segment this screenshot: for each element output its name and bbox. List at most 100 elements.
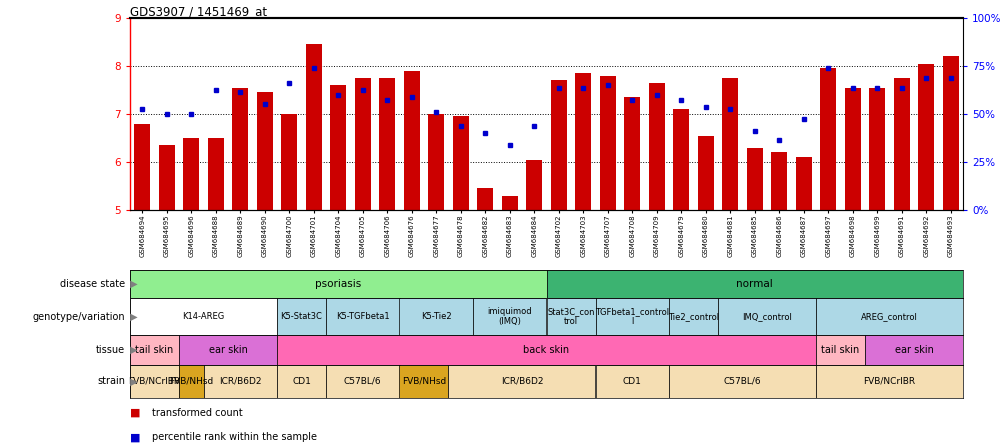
Bar: [232, 87, 247, 210]
Text: C57BL/6: C57BL/6: [344, 377, 381, 386]
Bar: [130, 365, 178, 398]
Bar: [816, 365, 962, 398]
Bar: [816, 298, 962, 335]
Bar: [326, 365, 399, 398]
Text: GDS3907 / 1451469_at: GDS3907 / 1451469_at: [130, 5, 267, 18]
Bar: [203, 365, 277, 398]
Bar: [697, 135, 713, 210]
Bar: [277, 365, 326, 398]
Bar: [717, 298, 816, 335]
Text: back skin: back skin: [523, 345, 569, 355]
Bar: [668, 298, 717, 335]
Bar: [452, 116, 468, 210]
Bar: [668, 365, 816, 398]
Bar: [399, 365, 448, 398]
Text: disease state: disease state: [60, 279, 125, 289]
Bar: [599, 75, 615, 210]
Text: ▶: ▶: [127, 312, 137, 321]
Bar: [746, 147, 762, 210]
Text: ear skin: ear skin: [208, 345, 247, 355]
Bar: [448, 365, 595, 398]
Text: K14-AREG: K14-AREG: [182, 312, 224, 321]
Text: FVB/NHsd: FVB/NHsd: [169, 377, 213, 386]
Bar: [672, 109, 688, 210]
Bar: [595, 365, 668, 398]
Bar: [595, 298, 668, 335]
Bar: [477, 188, 493, 210]
Bar: [281, 114, 297, 210]
Bar: [379, 78, 395, 210]
Text: ■: ■: [130, 408, 140, 418]
Bar: [134, 123, 150, 210]
Text: K5-Tie2: K5-Tie2: [421, 312, 451, 321]
Text: ear skin: ear skin: [894, 345, 933, 355]
Text: TGFbeta1_control
l: TGFbeta1_control l: [594, 307, 668, 326]
Bar: [277, 298, 326, 335]
Bar: [918, 63, 933, 210]
Bar: [546, 298, 595, 335]
Text: genotype/variation: genotype/variation: [32, 312, 125, 321]
Bar: [158, 145, 174, 210]
Text: tissue: tissue: [96, 345, 125, 355]
Bar: [178, 335, 277, 365]
Bar: [623, 97, 639, 210]
Bar: [648, 83, 664, 210]
Bar: [330, 85, 346, 210]
Bar: [795, 157, 811, 210]
Text: strain: strain: [97, 377, 125, 386]
Text: ▶: ▶: [127, 377, 137, 386]
Bar: [771, 152, 787, 210]
Bar: [864, 335, 962, 365]
Text: Tie2_control: Tie2_control: [667, 312, 718, 321]
Bar: [428, 114, 444, 210]
Bar: [257, 92, 273, 210]
Text: transformed count: transformed count: [152, 408, 242, 418]
Bar: [550, 80, 566, 210]
Text: FVB/NCrIBR: FVB/NCrIBR: [128, 377, 180, 386]
Bar: [207, 138, 223, 210]
Bar: [183, 138, 199, 210]
Text: ■: ■: [130, 432, 140, 442]
Text: percentile rank within the sample: percentile rank within the sample: [152, 432, 317, 442]
Bar: [942, 56, 958, 210]
Text: CD1: CD1: [622, 377, 641, 386]
Bar: [130, 298, 277, 335]
Bar: [820, 68, 836, 210]
Bar: [178, 365, 203, 398]
Text: C57BL/6: C57BL/6: [723, 377, 761, 386]
Text: psoriasis: psoriasis: [315, 279, 361, 289]
Text: K5-TGFbeta1: K5-TGFbeta1: [336, 312, 389, 321]
Bar: [816, 335, 864, 365]
Bar: [130, 335, 178, 365]
Text: ICR/B6D2: ICR/B6D2: [218, 377, 262, 386]
Text: AREG_control: AREG_control: [860, 312, 917, 321]
Bar: [355, 78, 371, 210]
Text: IMQ_control: IMQ_control: [741, 312, 792, 321]
Bar: [721, 78, 737, 210]
Text: CD1: CD1: [292, 377, 311, 386]
Text: FVB/NCrIBR: FVB/NCrIBR: [863, 377, 915, 386]
Bar: [277, 335, 816, 365]
Bar: [404, 71, 419, 210]
Text: K5-Stat3C: K5-Stat3C: [281, 312, 322, 321]
Bar: [526, 159, 542, 210]
Bar: [399, 298, 473, 335]
Text: FVB/NHsd: FVB/NHsd: [402, 377, 446, 386]
Text: tail skin: tail skin: [821, 345, 859, 355]
Bar: [844, 87, 860, 210]
Bar: [306, 44, 322, 210]
Bar: [575, 73, 590, 210]
Text: tail skin: tail skin: [135, 345, 173, 355]
Text: Stat3C_con
trol: Stat3C_con trol: [547, 307, 594, 326]
Text: normal: normal: [735, 279, 773, 289]
Text: ICR/B6D2: ICR/B6D2: [500, 377, 543, 386]
Bar: [130, 270, 546, 298]
Bar: [501, 196, 517, 210]
Text: imiquimod
(IMQ): imiquimod (IMQ): [487, 307, 531, 326]
Bar: [473, 298, 546, 335]
Bar: [546, 270, 962, 298]
Bar: [869, 87, 885, 210]
Bar: [893, 78, 909, 210]
Bar: [326, 298, 399, 335]
Text: ▶: ▶: [127, 345, 137, 355]
